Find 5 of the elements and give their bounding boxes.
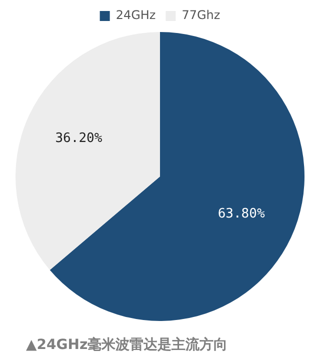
data-label: 63.80% — [218, 206, 265, 222]
data-label: 36.20% — [55, 131, 102, 146]
legend-label: 77Ghz — [182, 8, 220, 22]
text: ▲24GHz毫米波雷达是主流方向 — [26, 336, 228, 354]
legend-label: 24GHz — [116, 8, 156, 22]
